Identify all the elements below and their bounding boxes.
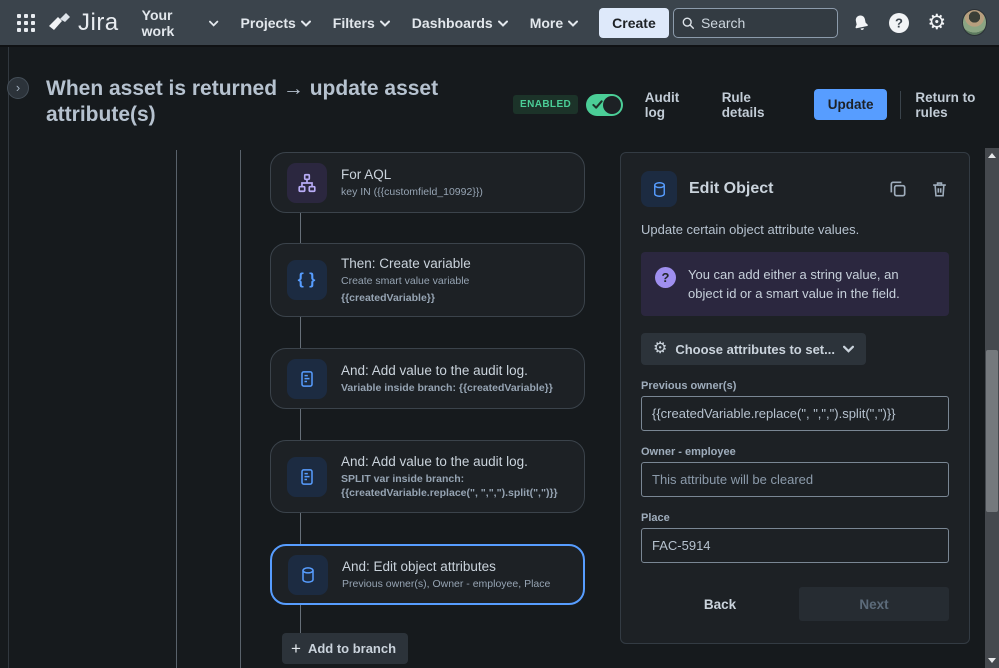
nav-menu-projects[interactable]: Projects bbox=[232, 9, 320, 37]
block-subtitle: Create smart value variable bbox=[341, 274, 470, 287]
branch-rail-line bbox=[176, 150, 177, 668]
block-title: And: Edit object attributes bbox=[342, 558, 496, 574]
place-input[interactable] bbox=[641, 528, 949, 563]
scroll-up-arrow[interactable] bbox=[985, 148, 999, 163]
object-icon bbox=[641, 171, 677, 207]
user-avatar[interactable] bbox=[961, 9, 987, 36]
chevron-down-icon bbox=[568, 20, 579, 27]
jira-logo-icon bbox=[48, 12, 70, 30]
block-title: For AQL bbox=[341, 166, 392, 182]
vertical-scrollbar[interactable] bbox=[985, 148, 999, 668]
block-connector bbox=[300, 213, 301, 243]
nav-menu-more[interactable]: More bbox=[521, 9, 587, 37]
top-navbar: Jira Your work Projects Filters Dashboar… bbox=[0, 0, 999, 47]
duplicate-button[interactable] bbox=[888, 179, 908, 199]
enabled-toggle[interactable] bbox=[586, 93, 623, 116]
rule-details-link[interactable]: Rule details bbox=[721, 89, 765, 120]
panel-description: Update certain object attribute values. bbox=[641, 222, 860, 237]
chevron-right-icon: › bbox=[15, 79, 21, 95]
block-subtitle-value: {{createdVariable}} bbox=[341, 291, 435, 304]
header-divider bbox=[900, 90, 902, 119]
sitemap-icon bbox=[287, 162, 327, 203]
info-box: ? You can add either a string value, an … bbox=[641, 252, 949, 316]
object-icon bbox=[288, 554, 328, 595]
help-icon: ? bbox=[888, 12, 909, 33]
field-label-owner-employee: Owner - employee bbox=[641, 446, 736, 458]
back-button[interactable]: Back bbox=[641, 597, 799, 612]
update-button[interactable]: Update bbox=[813, 89, 888, 120]
page-title: When asset is returned → update asset at… bbox=[46, 77, 439, 126]
status-badge: ENABLED bbox=[513, 95, 579, 114]
rule-header-controls: ENABLED Audit log Rule details Update Re… bbox=[513, 89, 999, 120]
block-subtitle: SPLIT var inside branch: {{createdVariab… bbox=[341, 472, 558, 499]
rule-block-create-variable[interactable]: { } Then: Create variable Create smart v… bbox=[270, 243, 585, 317]
block-title: And: Add value to the audit log. bbox=[341, 453, 528, 469]
search-input[interactable] bbox=[700, 14, 830, 31]
edit-object-panel: Edit Object Update certain object attrib… bbox=[620, 152, 970, 644]
rule-block-for-aql[interactable]: For AQL key IN ({{customfield_10992}}) bbox=[270, 152, 585, 213]
bell-icon bbox=[855, 15, 868, 30]
info-text: You can add either a string value, an ob… bbox=[688, 267, 900, 301]
trash-icon bbox=[933, 182, 946, 197]
block-subtitle: key IN ({{customfield_10992}}) bbox=[341, 185, 483, 198]
settings-button[interactable]: ⚙ bbox=[922, 7, 952, 39]
help-button[interactable]: ? bbox=[884, 7, 914, 39]
block-subtitle: Variable inside branch: {{createdVariabl… bbox=[341, 381, 553, 394]
scroll-down-arrow[interactable] bbox=[985, 653, 999, 668]
nav-menu-your-work[interactable]: Your work bbox=[133, 1, 228, 45]
chevron-down-icon bbox=[209, 20, 219, 27]
audit-log-link[interactable]: Audit log bbox=[644, 89, 680, 120]
help-circle-icon: ? bbox=[655, 267, 676, 288]
jira-logo[interactable]: Jira bbox=[46, 9, 119, 37]
svg-text:?: ? bbox=[895, 15, 903, 30]
audit-log-icon bbox=[287, 358, 327, 399]
branch-rail-line bbox=[240, 150, 241, 668]
create-button[interactable]: Create bbox=[599, 7, 669, 38]
panel-title: Edit Object bbox=[689, 180, 774, 197]
rule-block-edit-object[interactable]: And: Edit object attributes Previous own… bbox=[270, 544, 585, 605]
copy-icon bbox=[890, 181, 906, 197]
chevron-down-icon bbox=[842, 345, 854, 353]
next-button[interactable]: Next bbox=[799, 587, 949, 621]
block-connector bbox=[300, 317, 301, 348]
delete-button[interactable] bbox=[930, 179, 949, 199]
chevron-down-icon bbox=[497, 20, 508, 27]
chevron-down-icon bbox=[379, 20, 390, 27]
rule-block-audit-log-1[interactable]: And: Add value to the audit log. Variabl… bbox=[270, 348, 585, 409]
notifications-button[interactable] bbox=[846, 7, 876, 39]
plus-icon: + bbox=[291, 639, 301, 658]
nav-menu-dashboards[interactable]: Dashboards bbox=[403, 9, 517, 37]
audit-log-icon bbox=[287, 456, 327, 497]
add-to-branch-button[interactable]: + Add to branch bbox=[282, 633, 409, 664]
expand-sidebar-button[interactable]: › bbox=[7, 77, 29, 99]
block-title: And: Add value to the audit log. bbox=[341, 362, 528, 378]
block-connector bbox=[300, 605, 301, 633]
scrollbar-thumb[interactable] bbox=[986, 350, 998, 512]
app-switcher-icon[interactable] bbox=[12, 8, 40, 38]
rule-block-audit-log-2[interactable]: And: Add value to the audit log. SPLIT v… bbox=[270, 440, 585, 513]
sidebar-divider bbox=[8, 47, 9, 668]
braces-icon: { } bbox=[287, 260, 327, 300]
block-connector bbox=[300, 409, 301, 440]
search-icon bbox=[682, 17, 694, 29]
gear-icon: ⚙ bbox=[927, 11, 947, 34]
chevron-down-icon bbox=[300, 20, 311, 27]
toggle-knob bbox=[602, 95, 621, 114]
block-title: Then: Create variable bbox=[341, 255, 471, 271]
search-box[interactable] bbox=[672, 7, 839, 38]
field-label-place: Place bbox=[641, 512, 670, 524]
block-subtitle: Previous owner(s), Owner - employee, Pla… bbox=[342, 577, 551, 590]
check-icon bbox=[592, 99, 603, 109]
previous-owners-input[interactable] bbox=[641, 396, 949, 431]
choose-attributes-dropdown[interactable]: ⚙ Choose attributes to set... bbox=[641, 333, 866, 365]
field-label-previous-owners: Previous owner(s) bbox=[641, 380, 737, 392]
jira-logo-text: Jira bbox=[77, 8, 119, 36]
gear-icon: ⚙ bbox=[653, 340, 668, 357]
return-to-rules-link[interactable]: Return to rules bbox=[915, 89, 976, 120]
nav-menu-filters[interactable]: Filters bbox=[324, 9, 399, 37]
block-connector bbox=[300, 513, 301, 544]
owner-employee-input[interactable] bbox=[641, 462, 949, 497]
